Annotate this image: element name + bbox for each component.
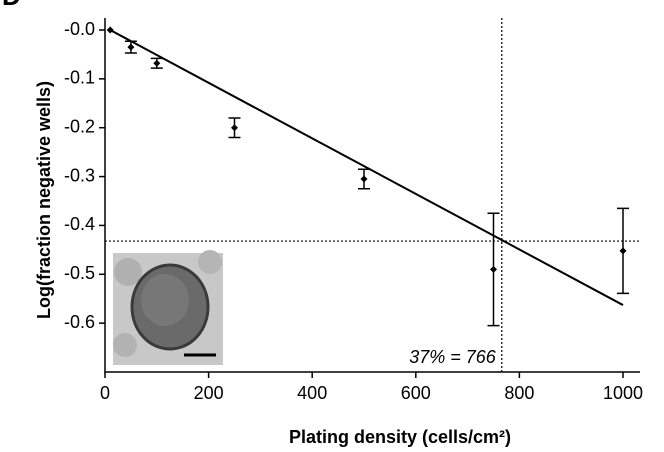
y-tick-label: -0.5 (64, 263, 95, 283)
fit-line (109, 29, 624, 306)
y-tick-label: -0.2 (64, 116, 95, 136)
y-tick-label: -0.1 (64, 68, 95, 88)
x-tick-label: 600 (401, 383, 431, 403)
annotation: 37% = 766 (409, 347, 497, 367)
y-tick-label: -0.4 (64, 214, 95, 234)
point (127, 43, 135, 51)
inset-texture (113, 333, 137, 357)
point (106, 26, 114, 34)
panel-label: D (2, 0, 21, 11)
inset-image (113, 250, 223, 365)
x-tick-label: 400 (297, 383, 327, 403)
inset-texture (114, 258, 142, 286)
point (231, 124, 238, 132)
y-tick-label: -0.6 (64, 312, 95, 332)
point (360, 175, 368, 183)
point (619, 247, 627, 255)
y-tick-label: -0.3 (64, 165, 95, 185)
y-axis-label: Log(fraction negative wells) (34, 81, 54, 319)
point (490, 265, 497, 273)
inset-texture (198, 250, 222, 274)
x-tick-label: 800 (504, 383, 534, 403)
inset-colony-core (141, 274, 189, 326)
x-axis-label: Plating density (cells/cm²) (289, 427, 511, 447)
y-tick-label: -0.0 (64, 19, 95, 39)
x-tick-label: 200 (194, 383, 224, 403)
point (153, 59, 161, 67)
x-tick-label: 1000 (603, 383, 643, 403)
x-tick-label: 0 (100, 383, 110, 403)
